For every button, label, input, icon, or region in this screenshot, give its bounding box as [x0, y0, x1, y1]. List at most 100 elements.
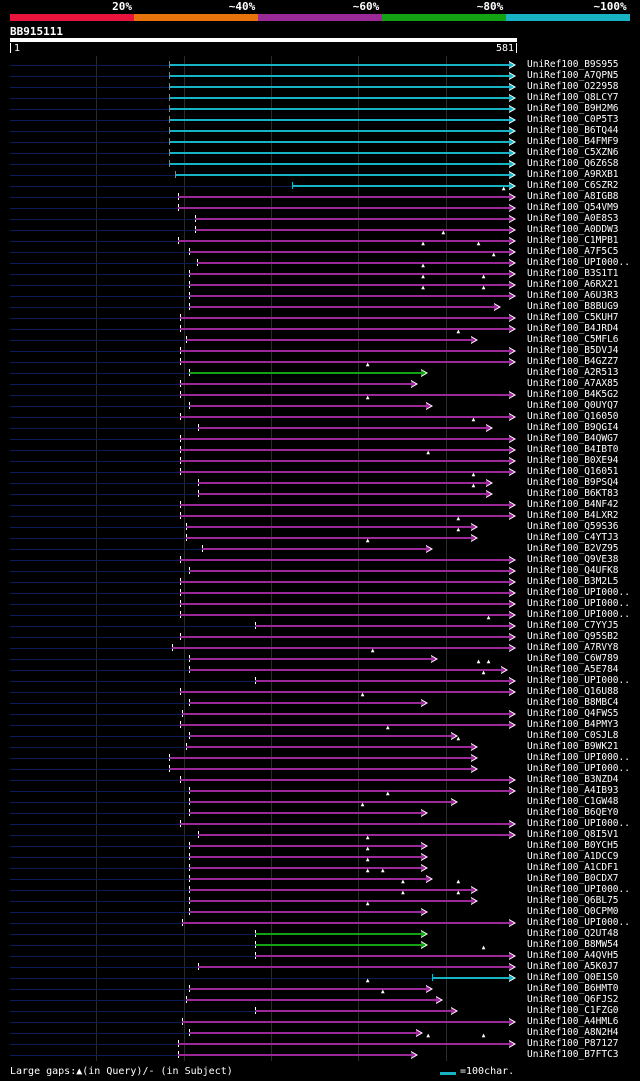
hit-alignment-bar[interactable] [182, 1021, 510, 1023]
hit-alignment-bar[interactable] [179, 438, 510, 440]
hit-alignment-bar[interactable] [198, 834, 510, 836]
hit-label[interactable]: UniRef100_Q8LCY7 [527, 92, 619, 103]
hit-alignment-bar[interactable] [189, 867, 422, 869]
hit-alignment-bar[interactable] [189, 856, 422, 858]
hit-alignment-bar[interactable] [185, 999, 437, 1001]
hit-label[interactable]: UniRef100_A8N2H4 [527, 1027, 619, 1038]
hit-label[interactable]: UniRef100_C5XZN6 [527, 147, 619, 158]
hit-alignment-bar[interactable] [185, 339, 473, 341]
hit-alignment-bar[interactable] [179, 592, 510, 594]
hit-alignment-bar[interactable] [189, 812, 422, 814]
hit-alignment-bar[interactable] [177, 1043, 510, 1045]
hit-label[interactable]: UniRef100_Q6BL75 [527, 895, 619, 906]
hit-label[interactable]: UniRef100_Q4UFK8 [527, 565, 619, 576]
hit-alignment-bar[interactable] [168, 757, 473, 759]
hit-alignment-bar[interactable] [179, 603, 510, 605]
hit-label[interactable]: UniRef100_B0YCH5 [527, 840, 619, 851]
hit-alignment-bar[interactable] [255, 933, 422, 935]
hit-alignment-bar[interactable] [189, 273, 510, 275]
hit-alignment-bar[interactable] [255, 625, 510, 627]
hit-label[interactable]: UniRef100_A8IGB8 [527, 191, 619, 202]
hit-label[interactable]: UniRef100_B7FTC3 [527, 1049, 619, 1060]
hit-alignment-bar[interactable] [179, 317, 510, 319]
hit-alignment-bar[interactable] [189, 878, 427, 880]
hit-alignment-bar[interactable] [198, 427, 488, 429]
hit-label[interactable]: UniRef100_UPI000.. [527, 763, 630, 774]
hit-label[interactable]: UniRef100_UPI000.. [527, 587, 630, 598]
hit-alignment-bar[interactable] [179, 361, 510, 363]
hit-label[interactable]: UniRef100_B4PMY3 [527, 719, 619, 730]
hit-alignment-bar[interactable] [179, 449, 510, 451]
hit-alignment-bar[interactable] [189, 295, 510, 297]
hit-label[interactable]: UniRef100_B8MBC4 [527, 697, 619, 708]
hit-alignment-bar[interactable] [168, 119, 510, 121]
hit-alignment-bar[interactable] [189, 1032, 417, 1034]
hit-label[interactable]: UniRef100_B0XE94 [527, 455, 619, 466]
hit-label[interactable]: UniRef100_A7QPN5 [527, 70, 619, 81]
hit-alignment-bar[interactable] [179, 636, 510, 638]
hit-label[interactable]: UniRef100_B4FMF9 [527, 136, 619, 147]
hit-alignment-bar[interactable] [177, 1054, 412, 1056]
hit-label[interactable]: UniRef100_A0DDW3 [527, 224, 619, 235]
hit-alignment-bar[interactable] [179, 350, 510, 352]
hit-alignment-bar[interactable] [189, 845, 422, 847]
hit-label[interactable]: UniRef100_A4IB93 [527, 785, 619, 796]
hit-label[interactable]: UniRef100_B5DVJ4 [527, 345, 619, 356]
hit-label[interactable]: UniRef100_A1DCC9 [527, 851, 619, 862]
hit-label[interactable]: UniRef100_UPI000.. [527, 818, 630, 829]
hit-label[interactable]: UniRef100_C1MPB1 [527, 235, 619, 246]
hit-alignment-bar[interactable] [189, 251, 510, 253]
hit-alignment-bar[interactable] [189, 900, 473, 902]
hit-label[interactable]: UniRef100_Q6FJS2 [527, 994, 619, 1005]
hit-label[interactable]: UniRef100_C6SZR2 [527, 180, 619, 191]
hit-label[interactable]: UniRef100_B4QWG7 [527, 433, 619, 444]
hit-label[interactable]: UniRef100_B3M2L5 [527, 576, 619, 587]
hit-alignment-bar[interactable] [189, 570, 510, 572]
hit-label[interactable]: UniRef100_UPI000.. [527, 257, 630, 268]
hit-label[interactable]: UniRef100_Q2UT48 [527, 928, 619, 939]
hit-label[interactable]: UniRef100_UPI000.. [527, 884, 630, 895]
hit-label[interactable]: UniRef100_A1CDF1 [527, 862, 619, 873]
hit-alignment-bar[interactable] [174, 174, 510, 176]
hit-label[interactable]: UniRef100_Q59S36 [527, 521, 619, 532]
hit-label[interactable]: UniRef100_C7YYJ5 [527, 620, 619, 631]
hit-label[interactable]: UniRef100_Q4FWS5 [527, 708, 619, 719]
hit-label[interactable]: UniRef100_UPI000.. [527, 752, 630, 763]
hit-alignment-bar[interactable] [179, 460, 510, 462]
hit-label[interactable]: UniRef100_B2VZ95 [527, 543, 619, 554]
hit-label[interactable]: UniRef100_B4GZZ7 [527, 356, 619, 367]
hit-label[interactable]: UniRef100_B3S1T1 [527, 268, 619, 279]
hit-alignment-bar[interactable] [168, 97, 510, 99]
hit-label[interactable]: UniRef100_B4JRD4 [527, 323, 619, 334]
hit-label[interactable]: UniRef100_A4QVH5 [527, 950, 619, 961]
hit-label[interactable]: UniRef100_Q16050 [527, 411, 619, 422]
hit-alignment-bar[interactable] [189, 405, 427, 407]
hit-alignment-bar[interactable] [168, 152, 510, 154]
hit-label[interactable]: UniRef100_P87127 [527, 1038, 619, 1049]
hit-alignment-bar[interactable] [198, 482, 488, 484]
hit-label[interactable]: UniRef100_Q0UYQ7 [527, 400, 619, 411]
hit-label[interactable]: UniRef100_UPI000.. [527, 598, 630, 609]
hit-alignment-bar[interactable] [179, 691, 510, 693]
hit-label[interactable]: UniRef100_B0CDX7 [527, 873, 619, 884]
hit-label[interactable]: UniRef100_B4K5G2 [527, 389, 619, 400]
hit-alignment-bar[interactable] [255, 680, 510, 682]
hit-label[interactable]: UniRef100_A7RVY8 [527, 642, 619, 653]
hit-label[interactable]: UniRef100_B6QEY0 [527, 807, 619, 818]
hit-alignment-bar[interactable] [198, 493, 488, 495]
hit-label[interactable]: UniRef100_A7F5C5 [527, 246, 619, 257]
hit-alignment-bar[interactable] [189, 911, 422, 913]
hit-alignment-bar[interactable] [185, 526, 473, 528]
hit-alignment-bar[interactable] [197, 262, 510, 264]
hit-label[interactable]: UniRef100_Q54VM9 [527, 202, 619, 213]
hit-alignment-bar[interactable] [168, 141, 510, 143]
hit-label[interactable]: UniRef100_C1GW48 [527, 796, 619, 807]
hit-label[interactable]: UniRef100_B4NF42 [527, 499, 619, 510]
hit-label[interactable]: UniRef100_A2R513 [527, 367, 619, 378]
hit-label[interactable]: UniRef100_C5KUH7 [527, 312, 619, 323]
hit-alignment-bar[interactable] [179, 471, 510, 473]
hit-alignment-bar[interactable] [189, 658, 432, 660]
hit-label[interactable]: UniRef100_B8MW54 [527, 939, 619, 950]
hit-alignment-bar[interactable] [168, 163, 510, 165]
hit-alignment-bar[interactable] [168, 130, 510, 132]
